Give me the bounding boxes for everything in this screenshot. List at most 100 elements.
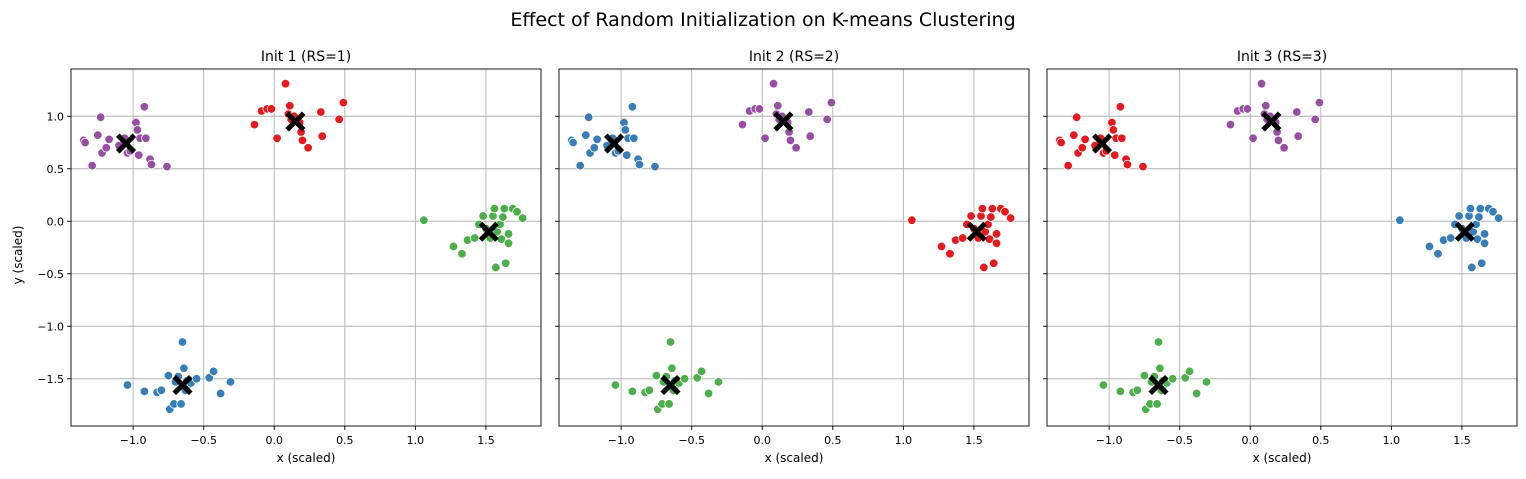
centroid-marker <box>116 133 137 154</box>
x-tick-label: 0.5 <box>1312 434 1330 447</box>
data-point <box>1261 101 1271 111</box>
data-point <box>469 233 480 243</box>
data-point <box>156 385 167 396</box>
axes-frame <box>70 68 542 427</box>
data-point <box>132 125 143 135</box>
data-point <box>280 78 291 89</box>
x-tick-label: −1.0 <box>120 434 147 447</box>
x-tick-label: 0.0 <box>265 434 283 447</box>
data-point <box>1248 133 1258 144</box>
centroid-marker <box>285 111 306 132</box>
data-point <box>822 114 832 125</box>
data-point <box>134 150 144 160</box>
data-point <box>1080 134 1090 145</box>
data-point <box>191 374 202 384</box>
data-point <box>1454 211 1464 221</box>
data-point <box>629 133 639 144</box>
data-point <box>773 101 783 111</box>
centroid-marker <box>1092 133 1113 154</box>
data-point <box>907 215 917 225</box>
data-point <box>987 203 998 214</box>
data-point <box>610 380 621 390</box>
data-point <box>1201 377 1212 387</box>
subplot-3: −1.0 −0.5 0.0 0.5 1.0 1.5 Init 3 (RS=3) x (scal… <box>1043 49 1518 465</box>
data-point <box>215 388 226 399</box>
data-point <box>1225 119 1236 130</box>
data-point <box>141 133 151 144</box>
data-point <box>1122 159 1133 170</box>
x-tick-label: 1.5 <box>477 434 495 447</box>
y-tick-label: 0.0 <box>47 215 65 228</box>
x-tick-label: 1.0 <box>407 434 425 447</box>
x-tick-label: 1.5 <box>965 434 983 447</box>
subplot-1: −1.0 −0.5 0.0 0.5 1.0 1.5 −1.5 −1.0 −0.5 0.0 0.5 1.… <box>37 49 542 465</box>
data-point <box>785 135 796 146</box>
data-point <box>1242 104 1253 114</box>
x-tick-label: 0.0 <box>753 434 771 447</box>
data-point <box>1098 380 1109 390</box>
data-point <box>1479 229 1490 239</box>
data-point <box>1184 366 1195 377</box>
axes-frame <box>558 68 1030 427</box>
centroid-marker <box>1454 221 1475 242</box>
centroid-marker <box>966 221 987 242</box>
x-tick-label: 0.5 <box>336 434 354 447</box>
axes-frame <box>1046 68 1518 427</box>
x-tick-label: −1.0 <box>608 434 635 447</box>
data-point <box>303 143 313 153</box>
data-point <box>163 370 174 381</box>
data-point <box>696 366 707 377</box>
data-point <box>1293 131 1303 141</box>
x-tick-label: −1.0 <box>1096 434 1123 447</box>
centroid-marker <box>172 375 193 396</box>
data-point <box>986 212 996 222</box>
data-point <box>703 388 714 399</box>
data-point <box>804 107 814 117</box>
data-point <box>501 258 511 268</box>
data-point <box>334 114 344 125</box>
data-point <box>957 233 968 243</box>
data-point <box>1191 388 1202 399</box>
data-point <box>297 135 308 146</box>
data-point <box>317 131 327 141</box>
data-point <box>457 249 467 259</box>
data-point <box>517 213 528 223</box>
data-point <box>93 130 103 140</box>
data-point <box>1139 370 1150 381</box>
data-point <box>936 241 947 252</box>
data-point <box>1117 133 1127 144</box>
data-point <box>104 134 114 145</box>
data-point <box>760 133 770 144</box>
centroid-marker <box>773 111 794 132</box>
data-point <box>651 370 662 381</box>
data-point <box>512 207 522 217</box>
data-point <box>1152 399 1162 409</box>
data-point <box>991 238 1002 249</box>
data-point <box>754 104 765 114</box>
data-point <box>667 363 677 373</box>
data-point <box>1138 161 1148 172</box>
data-point <box>489 203 500 214</box>
data-point <box>179 363 189 373</box>
data-point <box>122 380 133 390</box>
data-point <box>87 160 97 171</box>
data-point <box>991 229 1002 239</box>
data-point <box>1115 386 1126 397</box>
data-point <box>627 102 638 112</box>
x-tick-label: 1.0 <box>1383 434 1401 447</box>
x-tick-label: −0.5 <box>1166 434 1193 447</box>
data-point <box>1110 150 1120 160</box>
data-point <box>1477 258 1487 268</box>
data-point <box>478 211 488 221</box>
data-point <box>338 97 349 108</box>
data-point <box>1056 137 1066 148</box>
data-point <box>1071 112 1082 123</box>
data-point <box>1005 213 1016 223</box>
data-point <box>826 97 837 108</box>
y-tick-label: −0.5 <box>37 268 64 281</box>
data-point <box>1108 125 1119 135</box>
data-point <box>644 385 655 396</box>
subplot-2: −1.0 −0.5 0.0 0.5 1.0 1.5 Init 2 (RS=2) x (scal… <box>555 49 1030 465</box>
data-point <box>592 134 602 145</box>
